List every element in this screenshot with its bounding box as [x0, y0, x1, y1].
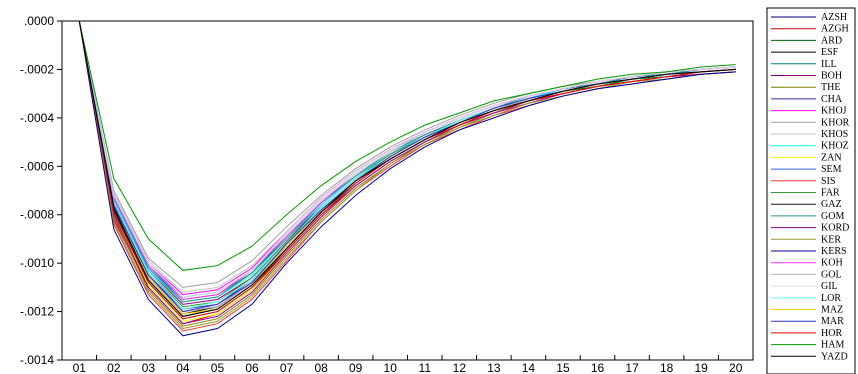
y-tick-label: -.0004: [20, 111, 54, 125]
x-tick-label: 18: [660, 361, 674, 374]
legend-label: AZSH: [821, 12, 847, 23]
legend-box: [766, 7, 856, 374]
x-tick-label: 08: [314, 361, 328, 374]
series-line-koh: [78, 20, 736, 300]
legend-label: BOH: [821, 71, 842, 82]
series-line-sis: [78, 20, 736, 332]
legend-label: AZGH: [821, 24, 849, 35]
x-tick-label: 10: [384, 361, 398, 374]
legend-label: ARD: [821, 35, 842, 46]
x-tick-label: 05: [211, 361, 225, 374]
x-tick-label: 20: [729, 361, 743, 374]
x-tick-label: 03: [142, 361, 156, 374]
series-line-ill: [78, 20, 736, 300]
series-line-gol: [78, 20, 736, 313]
legend-label: ILL: [821, 59, 837, 70]
legend-label: CHA: [821, 94, 843, 105]
legend-label: ESF: [821, 47, 839, 58]
series-line-azgh: [78, 20, 736, 325]
x-tick-label: 15: [556, 361, 570, 374]
legend-label: YAZD: [821, 351, 848, 362]
plot-frame-border: [61, 20, 754, 361]
legend-label: SEM: [821, 164, 842, 175]
legend-label: MAZ: [821, 305, 843, 316]
legend-label: GOM: [821, 211, 844, 222]
x-tick-label: 14: [522, 361, 536, 374]
x-axis: 01 02 03 04 05 06 07 08 09 10 11 12 13 14 15 16 17 18 19 20: [73, 355, 743, 374]
series-line-gaz: [78, 20, 736, 317]
y-axis: .0000 -.0002 -.0004 -.0006 -.0008 -.0010 -.001…: [20, 14, 62, 367]
series-line-hor: [78, 20, 736, 320]
series-line-gom: [78, 20, 736, 303]
legend-label: THE: [821, 82, 840, 93]
legend-label: KOH: [821, 258, 843, 269]
y-tick-label: -.0012: [20, 305, 54, 319]
series-line-khoz: [78, 20, 736, 303]
series-line-the: [78, 20, 736, 327]
x-tick-label: 19: [694, 361, 708, 374]
legend-label: KER: [821, 234, 841, 245]
series-line-boh: [78, 20, 736, 305]
x-tick-label: 02: [107, 361, 121, 374]
series-line-sem: [78, 20, 736, 298]
series-line-azsh: [78, 20, 736, 313]
x-tick-label: 07: [280, 361, 294, 374]
y-tick-label: -.0002: [20, 62, 54, 76]
x-tick-label: 11: [419, 361, 432, 374]
legend-label: KERS: [821, 246, 847, 257]
series-line-khos: [78, 20, 736, 293]
x-tick-label: 04: [176, 361, 190, 374]
series-line-zan: [78, 20, 736, 322]
legend-label: KHOZ: [821, 141, 849, 152]
x-tick-label: 06: [245, 361, 259, 374]
y-tick-label: -.0010: [20, 256, 54, 270]
legend: AZSHAZGHARDESFILLBOHTHECHAKHOJKHORKHOSKH…: [766, 7, 856, 374]
x-tick-label: 01: [73, 361, 87, 374]
y-tick-label: -.0014: [20, 353, 54, 367]
x-tick-label: 16: [591, 361, 605, 374]
series-line-maz: [78, 20, 736, 315]
legend-label: HAM: [821, 340, 844, 351]
legend-label: ZAN: [821, 152, 842, 163]
x-tick-label: 12: [453, 361, 467, 374]
x-tick-label: 13: [487, 361, 501, 374]
legend-label: GOL: [821, 269, 842, 280]
legend-label: HOR: [821, 328, 842, 339]
series-line-mar: [78, 20, 736, 313]
series-line-gil: [78, 20, 736, 298]
legend-label: FAR: [821, 188, 840, 199]
y-tick-label: -.0008: [20, 208, 54, 222]
x-tick-label: 17: [625, 361, 639, 374]
legend-label: KORD: [821, 223, 849, 234]
y-tick-label: .0000: [24, 14, 54, 28]
series-line-esf: [78, 20, 736, 315]
legend-label: KHOS: [821, 129, 848, 140]
series-line-ard: [78, 20, 736, 320]
legend-label: SIS: [821, 176, 835, 187]
legend-label: GAZ: [821, 199, 842, 210]
series-lines: [78, 20, 736, 337]
legend-label: LOR: [821, 293, 841, 304]
y-tick-label: -.0006: [20, 159, 54, 173]
plot-area: [61, 20, 754, 361]
series-line-kers: [78, 20, 736, 337]
legend-label: MAR: [821, 316, 844, 327]
series-line-kord: [78, 20, 736, 325]
series-line-yazd: [78, 20, 736, 317]
series-line-far: [78, 20, 736, 308]
legend-label: KHOR: [821, 117, 850, 128]
x-tick-label: 09: [349, 361, 363, 374]
legend-label: GIL: [821, 281, 838, 292]
series-line-ham: [78, 20, 736, 271]
legend-label: KHOJ: [821, 106, 847, 117]
